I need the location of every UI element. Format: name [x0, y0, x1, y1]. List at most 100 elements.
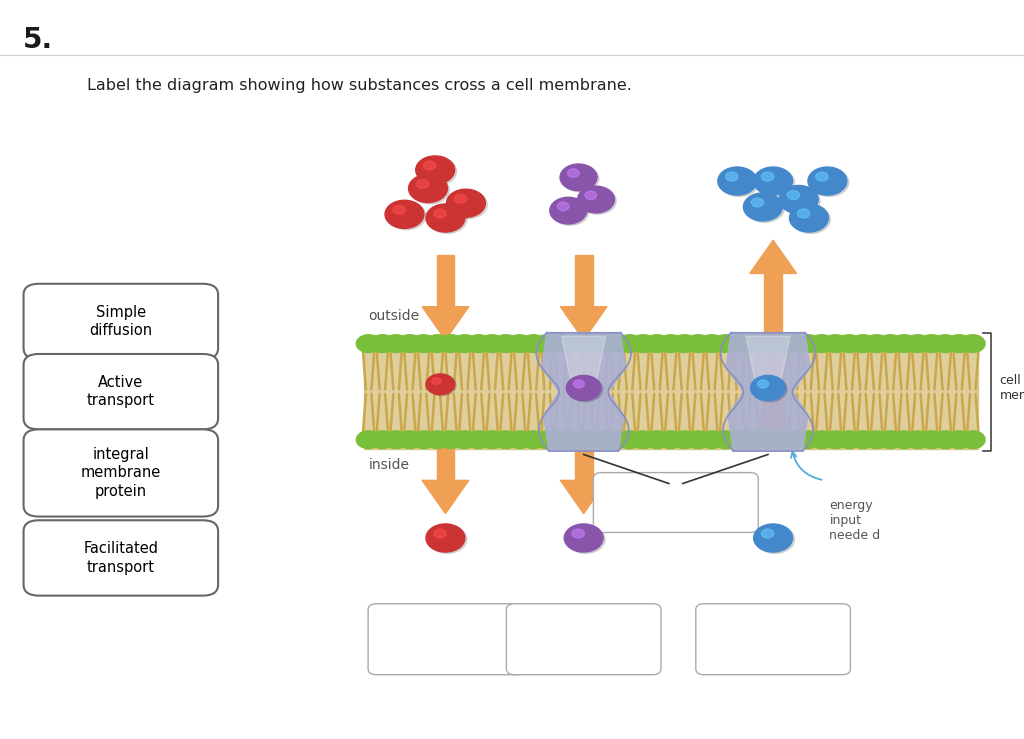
Circle shape: [933, 431, 957, 449]
Circle shape: [494, 335, 518, 353]
Circle shape: [426, 374, 455, 395]
Polygon shape: [542, 333, 626, 451]
Circle shape: [686, 335, 711, 353]
Circle shape: [449, 191, 487, 219]
Circle shape: [672, 335, 696, 353]
Circle shape: [417, 180, 429, 188]
Circle shape: [507, 335, 532, 353]
Polygon shape: [436, 443, 455, 480]
Circle shape: [796, 335, 820, 353]
Circle shape: [549, 335, 573, 353]
Circle shape: [699, 335, 724, 353]
Text: integral
membrane
protein: integral membrane protein: [81, 447, 161, 499]
Circle shape: [577, 431, 601, 449]
Circle shape: [851, 335, 876, 353]
Circle shape: [453, 335, 477, 353]
Circle shape: [427, 375, 456, 395]
Circle shape: [755, 335, 779, 353]
Circle shape: [617, 335, 642, 353]
FancyBboxPatch shape: [24, 284, 218, 359]
Circle shape: [754, 167, 793, 195]
Circle shape: [428, 205, 467, 234]
Text: Facilitated
transport: Facilitated transport: [83, 541, 159, 575]
FancyBboxPatch shape: [696, 604, 850, 675]
Circle shape: [782, 431, 807, 449]
Circle shape: [384, 431, 409, 449]
Circle shape: [645, 335, 670, 353]
Circle shape: [412, 335, 436, 353]
Circle shape: [426, 204, 465, 232]
Text: inside: inside: [369, 458, 410, 472]
Text: Simple
diffusion: Simple diffusion: [89, 304, 153, 338]
Circle shape: [562, 431, 587, 449]
Circle shape: [393, 205, 406, 214]
Circle shape: [434, 209, 446, 218]
Text: cell
membrane: cell membrane: [999, 374, 1024, 402]
Circle shape: [370, 335, 394, 353]
Circle shape: [466, 335, 490, 353]
Circle shape: [752, 198, 764, 207]
Circle shape: [573, 380, 585, 388]
Circle shape: [580, 188, 616, 214]
Circle shape: [961, 335, 985, 353]
Circle shape: [562, 335, 587, 353]
Circle shape: [603, 431, 628, 449]
Circle shape: [920, 431, 944, 449]
Circle shape: [809, 335, 834, 353]
Text: Active
transport: Active transport: [87, 375, 155, 409]
Circle shape: [428, 525, 467, 554]
Circle shape: [727, 335, 752, 353]
Circle shape: [745, 194, 784, 222]
Circle shape: [425, 335, 450, 353]
Circle shape: [753, 377, 787, 402]
Polygon shape: [560, 307, 607, 340]
Circle shape: [837, 335, 861, 353]
Circle shape: [562, 166, 599, 192]
Polygon shape: [745, 336, 791, 384]
Circle shape: [892, 431, 916, 449]
Polygon shape: [436, 255, 455, 307]
Circle shape: [577, 335, 601, 353]
Circle shape: [762, 172, 774, 181]
Circle shape: [425, 431, 450, 449]
Circle shape: [549, 431, 573, 449]
Circle shape: [566, 525, 605, 554]
Circle shape: [823, 335, 848, 353]
Circle shape: [453, 431, 477, 449]
Circle shape: [370, 431, 394, 449]
Circle shape: [507, 431, 532, 449]
Circle shape: [892, 335, 916, 353]
Polygon shape: [574, 255, 593, 307]
Circle shape: [494, 431, 518, 449]
Polygon shape: [561, 336, 606, 384]
Text: 5.: 5.: [23, 26, 52, 54]
Polygon shape: [574, 443, 593, 480]
Circle shape: [756, 525, 795, 554]
Circle shape: [720, 168, 759, 197]
Circle shape: [658, 431, 683, 449]
Circle shape: [658, 335, 683, 353]
Circle shape: [762, 529, 774, 538]
Circle shape: [699, 431, 724, 449]
Text: Label the diagram showing how substances cross a cell membrane.: Label the diagram showing how substances…: [87, 78, 632, 92]
Circle shape: [782, 335, 807, 353]
Circle shape: [947, 335, 972, 353]
Polygon shape: [422, 480, 469, 514]
Circle shape: [631, 335, 655, 353]
Circle shape: [768, 335, 793, 353]
Circle shape: [434, 529, 446, 538]
Circle shape: [446, 189, 485, 217]
Circle shape: [670, 482, 682, 491]
FancyBboxPatch shape: [24, 429, 218, 517]
Circle shape: [779, 185, 818, 214]
Circle shape: [781, 187, 820, 215]
FancyBboxPatch shape: [24, 520, 218, 596]
Circle shape: [933, 335, 957, 353]
Circle shape: [743, 193, 782, 221]
Circle shape: [947, 431, 972, 449]
Circle shape: [756, 168, 795, 197]
Circle shape: [438, 335, 463, 353]
Circle shape: [961, 431, 985, 449]
Circle shape: [397, 335, 422, 353]
Circle shape: [792, 205, 830, 234]
